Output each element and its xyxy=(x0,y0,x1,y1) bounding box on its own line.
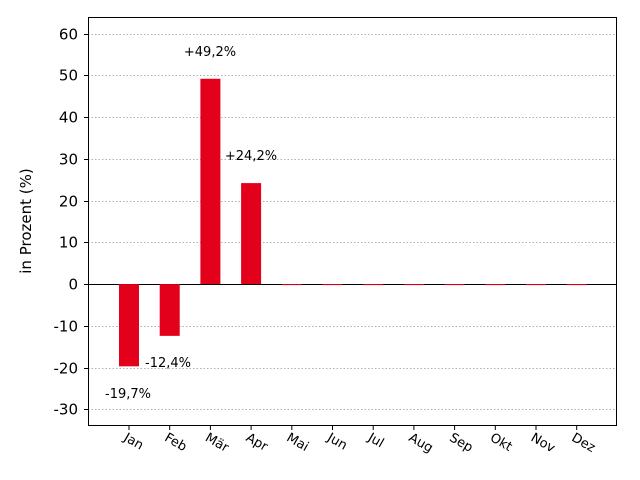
bar-jul xyxy=(363,284,384,286)
y-tick-label: 30 xyxy=(59,151,78,169)
data-label-mär: +49,2% xyxy=(184,45,236,60)
data-label-feb: -12,4% xyxy=(145,356,191,371)
plot-frame xyxy=(88,17,617,426)
bar-aug xyxy=(403,284,424,286)
bar-dez xyxy=(566,284,587,286)
data-label-apr: +24,2% xyxy=(225,149,277,164)
bar-okt xyxy=(485,284,506,286)
y-tick-label: 60 xyxy=(59,26,78,44)
bar-nov xyxy=(526,284,546,286)
data-label-jan: -19,7% xyxy=(105,387,151,402)
x-axis-ticks: Jan Feb Mär Apr Mai Jun Jul Aug Sep Okt Nov Dez xyxy=(120,426,598,456)
x-tick-label-aug: Aug xyxy=(406,430,435,456)
y-tick-label: -10 xyxy=(54,318,79,336)
bar-jan xyxy=(119,284,139,367)
x-tick-label-feb: Feb xyxy=(162,430,189,455)
x-tick-label-dez: Dez xyxy=(569,430,598,455)
data-labels: -19,7% -12,4% +49,2% +24,2% xyxy=(105,45,277,402)
y-tick-label: 20 xyxy=(59,193,78,211)
x-tick-label-mai: Mai xyxy=(284,430,311,454)
bar-sep xyxy=(444,284,465,286)
y-tick-label: 50 xyxy=(59,67,78,85)
y-axis-label: in Prozent (%) xyxy=(17,168,35,273)
bar-mär xyxy=(200,78,221,285)
x-tick-label-nov: Nov xyxy=(528,430,558,456)
x-tick-label-sep: Sep xyxy=(447,430,476,455)
x-tick-label-okt: Okt xyxy=(487,430,514,454)
y-tick-label: -20 xyxy=(54,360,79,378)
y-tick-label: 0 xyxy=(68,276,78,294)
bar-mai xyxy=(281,284,302,286)
y-tick-label: 40 xyxy=(59,109,78,127)
x-tick-label-jan: Jan xyxy=(120,430,146,454)
y-tick-label: -30 xyxy=(54,401,79,419)
x-tick-label-jul: Jul xyxy=(364,430,386,451)
grid-lines xyxy=(88,34,616,410)
y-tick-label: 10 xyxy=(59,234,78,252)
bars xyxy=(119,78,587,367)
bar-feb xyxy=(159,284,180,336)
x-tick-label-jun: Jun xyxy=(324,430,350,454)
bar-apr xyxy=(241,183,262,285)
x-tick-label-apr: Apr xyxy=(243,430,271,455)
x-tick-label-mär: Mär xyxy=(202,430,231,456)
bar-jun xyxy=(322,284,343,286)
y-axis-ticks: -30 -20 -10 0 10 20 30 40 50 60 xyxy=(54,26,88,419)
